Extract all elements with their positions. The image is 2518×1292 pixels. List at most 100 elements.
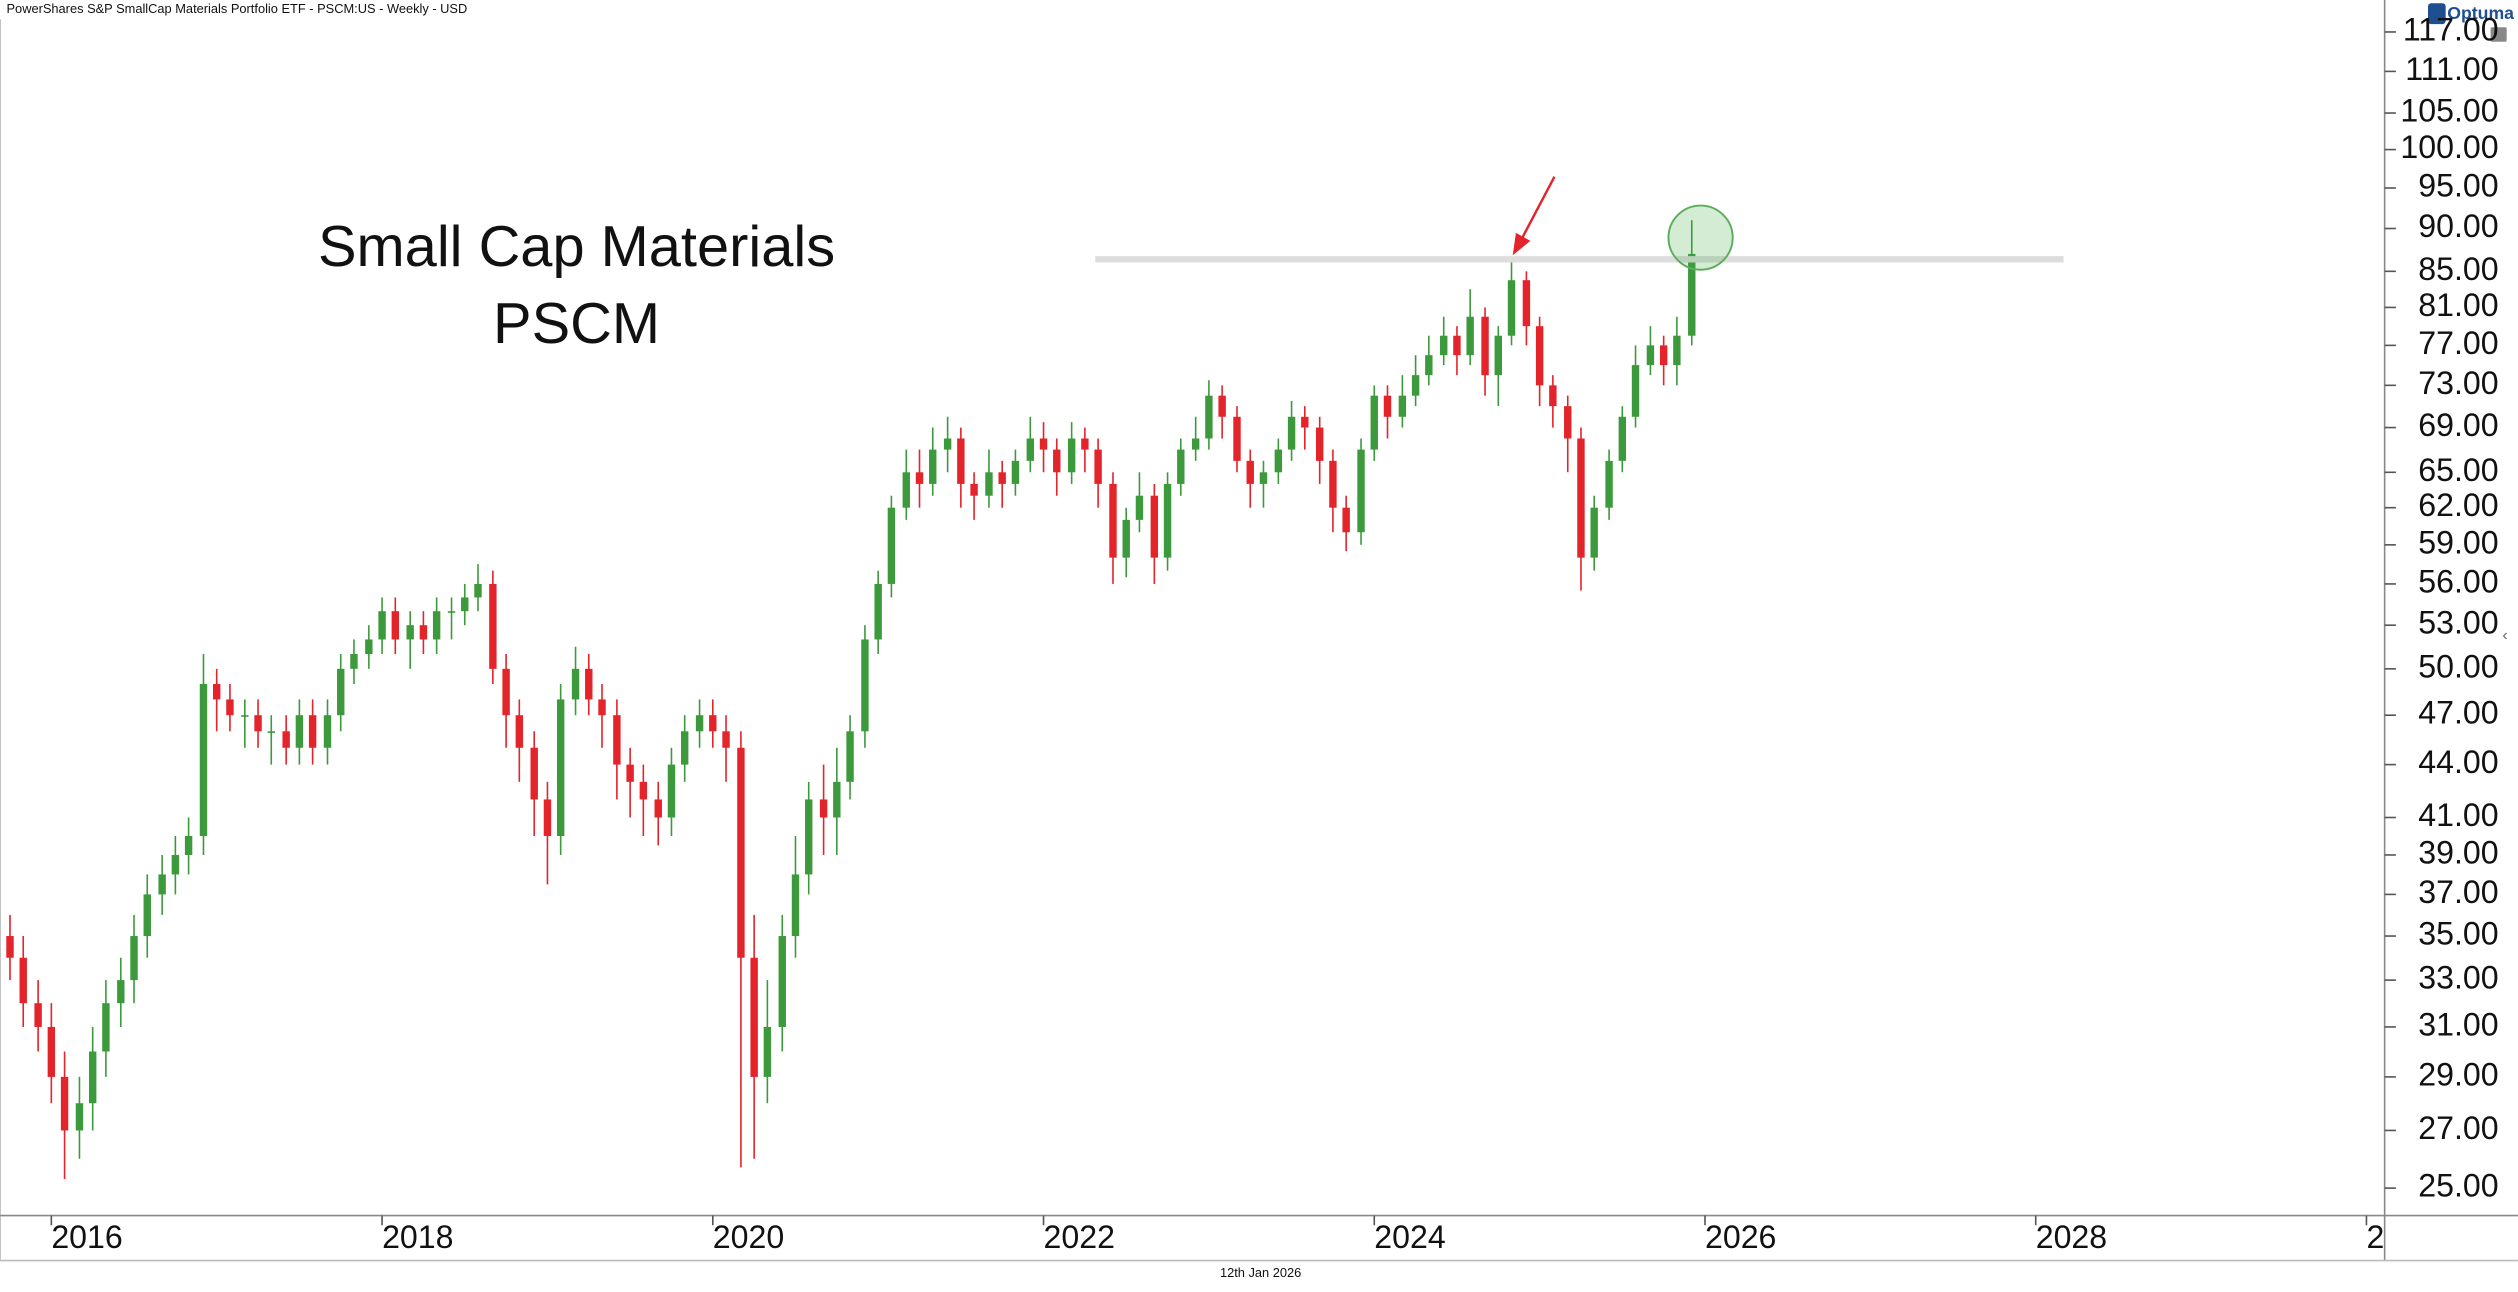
y-tick-label: 69.00 — [2418, 407, 2498, 443]
candle-body — [47, 1026, 56, 1077]
candle-body — [639, 781, 648, 800]
candle-body — [75, 1103, 84, 1131]
candle-body — [88, 1051, 97, 1104]
candle-body — [1177, 449, 1185, 484]
candle-body — [1163, 483, 1172, 558]
candle-body — [874, 583, 882, 640]
candle-body — [654, 799, 662, 818]
candle-body — [60, 1076, 69, 1131]
y-tick-label: 59.00 — [2418, 524, 2498, 560]
chart-title: PowerShares S&P SmallCap Materials Portf… — [7, 1, 468, 16]
candle-body — [737, 747, 745, 958]
candle-body — [1411, 375, 1420, 396]
candle-body — [184, 836, 193, 855]
candle-body — [1233, 416, 1241, 461]
x-tick-label: 2022 — [1044, 1219, 1115, 1255]
candle-body — [543, 799, 552, 837]
candle-body — [1494, 335, 1502, 376]
x-tick-label: 2026 — [1705, 1219, 1776, 1255]
y-tick-label: 41.00 — [2418, 797, 2498, 833]
candle-body — [1315, 427, 1324, 461]
candle-body — [709, 715, 717, 732]
candle-body — [1370, 395, 1378, 450]
y-tick-label: 47.00 — [2418, 695, 2498, 731]
candle-body — [1522, 280, 1531, 327]
y-tick-label: 85.00 — [2418, 251, 2498, 287]
candle-body — [1398, 395, 1407, 417]
candle-body — [1535, 326, 1544, 386]
candle-body — [626, 764, 634, 782]
candle-body — [350, 654, 358, 669]
candle-body — [199, 683, 208, 837]
y-tick-label: 100.00 — [2400, 129, 2498, 165]
y-tick-label: 37.00 — [2418, 874, 2498, 910]
arrow-head — [1512, 232, 1531, 256]
y-tick-label: 53.00 — [2418, 605, 2498, 641]
x-tick-label: 2020 — [713, 1219, 784, 1255]
candle-body — [1122, 519, 1130, 558]
candle-body — [943, 438, 952, 450]
candle-body — [722, 731, 730, 748]
x-tick-label: 2028 — [2036, 1219, 2107, 1255]
y-tick-label: 111.00 — [2405, 51, 2498, 87]
candle-body — [1039, 438, 1048, 450]
date-label: 12th Jan 2026 — [1220, 1265, 1301, 1280]
candle-body — [819, 799, 828, 818]
candle-body — [695, 715, 704, 732]
candle-body — [915, 472, 924, 484]
candle-body — [1383, 395, 1392, 417]
candle-body — [1081, 438, 1089, 450]
collapse-toggle[interactable]: ‹ — [2502, 626, 2507, 644]
candle-body — [970, 483, 978, 496]
candle-body — [571, 668, 580, 700]
candle-body — [1605, 460, 1613, 508]
candle-body — [391, 611, 400, 640]
plot-area: 2016 2018 2020 2022 2024 2026 2028 2030 — [6, 220, 2437, 1255]
candle-body — [378, 611, 386, 640]
candle-body — [1440, 335, 1448, 356]
y-tick-label: 95.00 — [2418, 167, 2498, 203]
x-tick-label: 2024 — [1374, 1219, 1445, 1255]
candle-body — [1618, 416, 1627, 461]
brand-icon — [2427, 3, 2446, 25]
y-tick-label: 105.00 — [2400, 93, 2498, 129]
y-tick-label: 50.00 — [2418, 648, 2498, 684]
candle-body — [515, 715, 524, 748]
lock-icon[interactable] — [2490, 27, 2507, 42]
candle-body — [1287, 416, 1296, 450]
y-tick-label: 44.00 — [2418, 744, 2498, 780]
candle-body — [365, 639, 373, 655]
y-tick-label: 65.00 — [2418, 452, 2498, 488]
candle-body — [1109, 483, 1117, 558]
candle-body — [985, 472, 993, 496]
candle-body — [171, 854, 180, 875]
candle-body — [1577, 438, 1585, 558]
candle-body — [1191, 438, 1200, 450]
y-tick-label: 35.00 — [2418, 916, 2498, 952]
candle-body — [1011, 460, 1020, 484]
candle-body — [1205, 395, 1213, 439]
candle-body — [1053, 449, 1061, 473]
candle-body — [846, 731, 854, 782]
candle-body — [1549, 385, 1557, 407]
x-tick-label: 2016 — [51, 1219, 122, 1255]
brand: Optuma — [2447, 3, 2514, 23]
candle-body — [861, 639, 869, 732]
candle-body — [213, 683, 221, 700]
candle-body — [19, 957, 27, 1004]
highlight-circle — [1667, 204, 1734, 271]
candle-body — [102, 1003, 110, 1052]
candle-body — [1481, 316, 1489, 376]
x-tick-label: 2030 — [2366, 1219, 2437, 1255]
candle-body — [267, 731, 275, 733]
candle-body — [432, 611, 441, 640]
annotation: PSCM — [493, 292, 660, 356]
candle-body — [1342, 507, 1350, 533]
candle-body — [613, 715, 621, 765]
candle-body — [833, 781, 841, 818]
candle-body — [6, 936, 14, 958]
candle-body — [419, 625, 428, 640]
candle-body — [143, 894, 151, 937]
